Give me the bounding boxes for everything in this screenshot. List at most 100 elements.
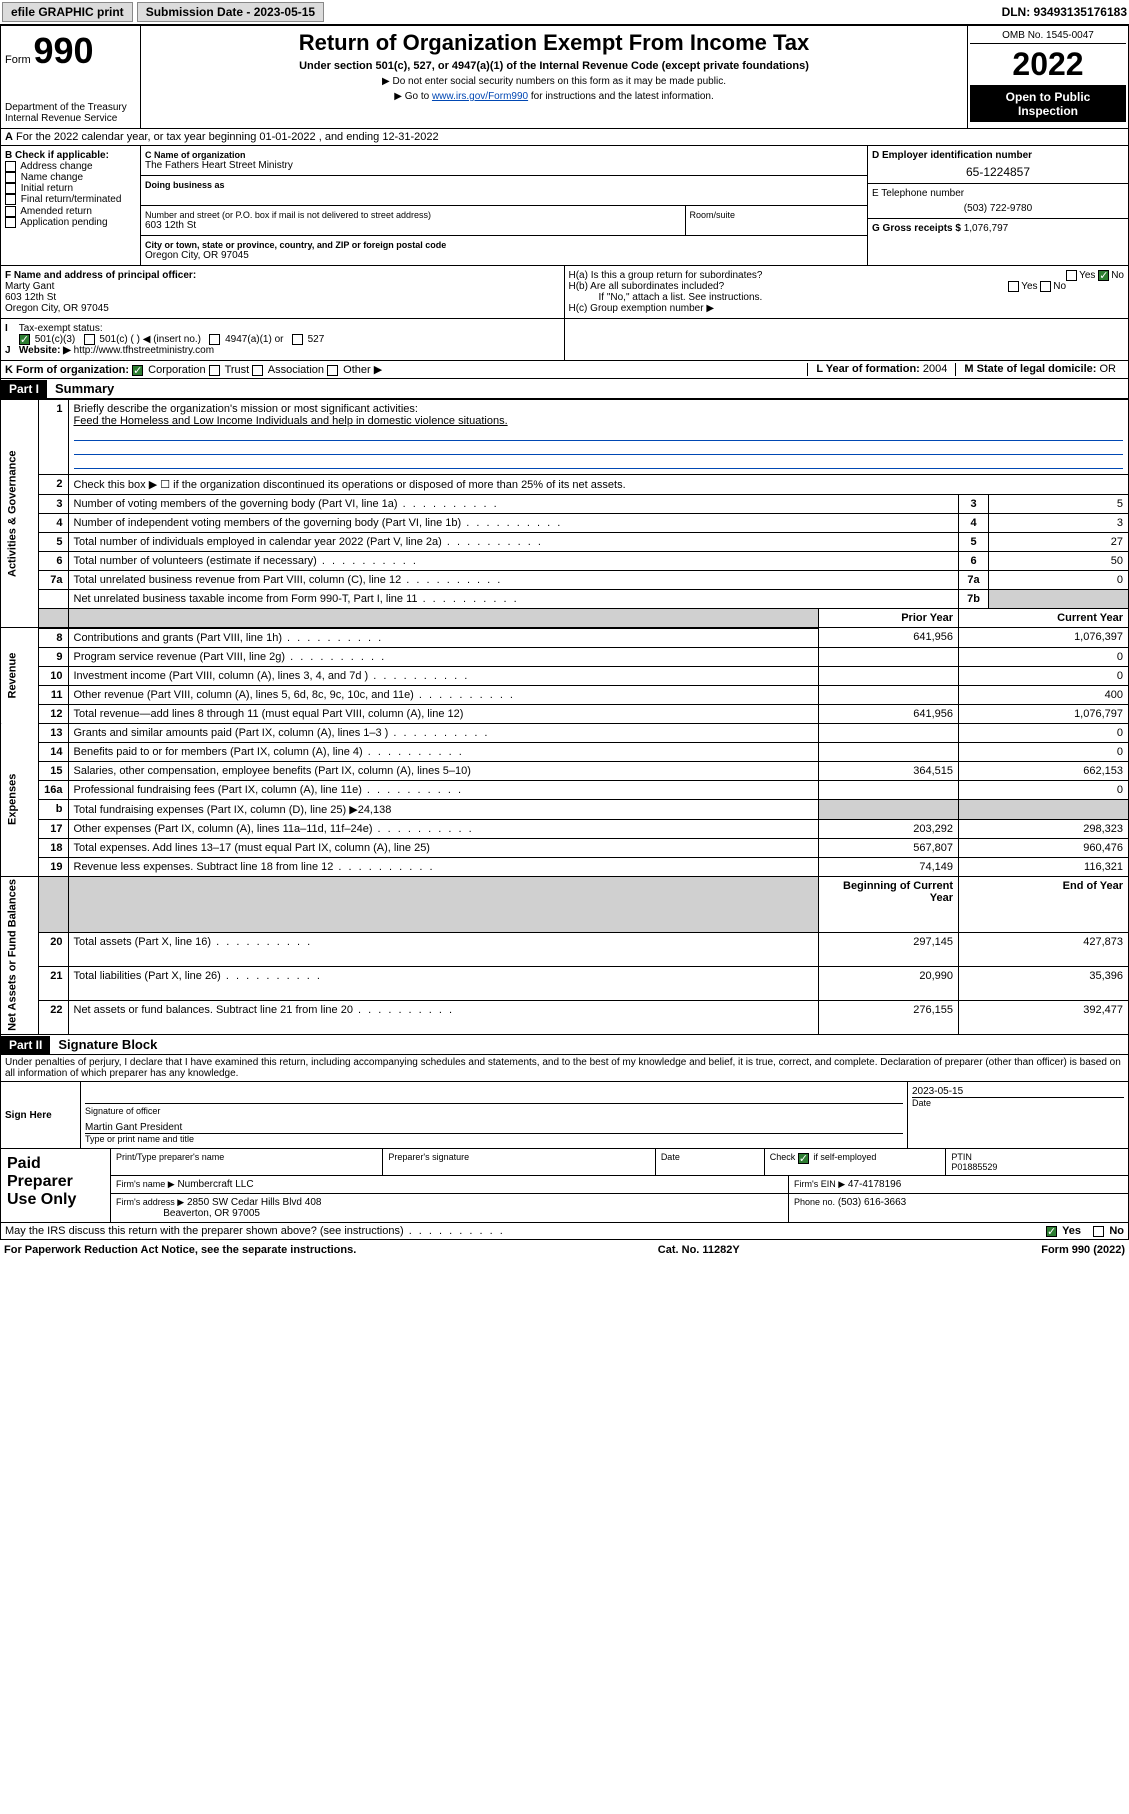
begin-year-header: Beginning of Current Year [819, 876, 959, 932]
net-row: Net assets or fund balances. Subtract li… [68, 1001, 819, 1035]
exp-row: Total expenses. Add lines 13–17 (must eq… [68, 838, 819, 857]
check-527[interactable] [292, 334, 303, 345]
may-irs-yes[interactable] [1046, 1226, 1057, 1237]
part2-label: Part II [1, 1036, 50, 1054]
paid-preparer-label: Paid Preparer Use Only [1, 1149, 111, 1222]
form-word: Form [5, 54, 31, 66]
part2-title: Signature Block [50, 1035, 165, 1054]
check-app-pending[interactable] [5, 217, 16, 228]
prep-sig-label: Preparer's signature [383, 1149, 655, 1175]
gov-row: Total unrelated business revenue from Pa… [68, 571, 959, 590]
website-value: http://www.tfhstreetministry.com [74, 345, 214, 356]
officer-name: Marty Gant [5, 281, 560, 292]
vtab-exp: Expenses [1, 723, 39, 876]
tax-year: 2022 [970, 44, 1126, 86]
tax-exempt-label: Tax-exempt status: [19, 323, 103, 334]
officer-name-title: Martin Gant President [85, 1122, 903, 1133]
gross-receipts-value: 1,076,797 [964, 223, 1009, 234]
end-year-header: End of Year [959, 876, 1129, 932]
state-domicile-label: M State of legal domicile: [964, 363, 1096, 375]
vtab-net: Net Assets or Fund Balances [1, 876, 39, 1035]
sig-date-value: 2023-05-15 [912, 1086, 1124, 1097]
check-address-change[interactable] [5, 161, 16, 172]
prior-year-header: Prior Year [819, 609, 959, 628]
rev-row: Total revenue—add lines 8 through 11 (mu… [68, 704, 819, 723]
rev-row: Investment income (Part VIII, column (A)… [68, 666, 819, 685]
check-501c[interactable] [84, 334, 95, 345]
firm-addr-value2: Beaverton, OR 97005 [163, 1208, 260, 1219]
form-org-label: K Form of organization: [5, 364, 129, 376]
room-label: Room/suite [690, 210, 864, 220]
rev-row: Program service revenue (Part VIII, line… [68, 647, 819, 666]
check-name-change[interactable] [5, 172, 16, 183]
firm-phone-value: (503) 616-3663 [838, 1197, 906, 1208]
ptin-value: P01885529 [951, 1162, 997, 1172]
top-toolbar: efile GRAPHIC print Submission Date - 20… [0, 0, 1129, 25]
box-deg: D Employer identification number 65-1224… [868, 146, 1128, 265]
type-name-label: Type or print name and title [85, 1133, 903, 1144]
hb-no[interactable] [1040, 281, 1051, 292]
firm-name-value: Numbercraft LLC [177, 1179, 253, 1190]
check-trust[interactable] [209, 365, 220, 376]
dln-label: DLN: 93493135176183 [1002, 5, 1127, 19]
may-irs-no[interactable] [1093, 1226, 1104, 1237]
submission-date-button[interactable]: Submission Date - 2023-05-15 [137, 2, 324, 22]
check-assoc[interactable] [252, 365, 263, 376]
ha-no[interactable] [1098, 270, 1109, 281]
box-b: B Check if applicable: Address change Na… [1, 146, 141, 265]
check-initial-return[interactable] [5, 183, 16, 194]
check-amended[interactable] [5, 206, 16, 217]
part1-title: Summary [47, 379, 122, 398]
check-corp[interactable] [132, 365, 143, 376]
city-value: Oregon City, OR 97045 [145, 250, 863, 261]
firm-ein-value: 47-4178196 [848, 1179, 901, 1190]
efile-button[interactable]: efile GRAPHIC print [2, 2, 133, 22]
ha-yes[interactable] [1066, 270, 1077, 281]
check-other[interactable] [327, 365, 338, 376]
check-501c3[interactable] [19, 334, 30, 345]
box-c: C Name of organization The Fathers Heart… [141, 146, 868, 265]
ein-value: 65-1224857 [872, 165, 1124, 179]
gov-row: Number of voting members of the governin… [68, 495, 959, 514]
irs-link[interactable]: www.irs.gov/Form990 [432, 91, 528, 102]
org-name-label: C Name of organization [145, 150, 863, 160]
current-year-header: Current Year [959, 609, 1129, 628]
gross-receipts-label: G Gross receipts $ [872, 223, 961, 234]
exp-row: Total fundraising expenses (Part IX, col… [68, 799, 819, 819]
check-4947[interactable] [209, 334, 220, 345]
officer-addr2: Oregon City, OR 97045 [5, 303, 560, 314]
ha-label: H(a) Is this a group return for subordin… [569, 270, 763, 281]
rev-row: Contributions and grants (Part VIII, lin… [68, 628, 819, 648]
addr-label: Number and street (or P.O. box if mail i… [145, 210, 681, 220]
addr-value: 603 12th St [145, 220, 681, 231]
hb-label: H(b) Are all subordinates included? [569, 281, 725, 292]
page-footer: For Paperwork Reduction Act Notice, see … [0, 1240, 1129, 1260]
form-note-1: ▶ Do not enter social security numbers o… [145, 76, 963, 87]
gov-row: Total number of individuals employed in … [68, 533, 959, 552]
exp-row: Other expenses (Part IX, column (A), lin… [68, 819, 819, 838]
vtab-rev: Revenue [1, 628, 39, 724]
goto-prefix: ▶ Go to [394, 91, 432, 102]
mission-value: Feed the Homeless and Low Income Individ… [74, 415, 508, 427]
row-i-j: I Tax-exempt status: 501(c)(3) 501(c) ( … [0, 319, 1129, 361]
hc-label: H(c) Group exemption number ▶ [569, 303, 1125, 314]
exp-row: Salaries, other compensation, employee b… [68, 761, 819, 780]
paid-preparer-block: Paid Preparer Use Only Print/Type prepar… [0, 1149, 1129, 1223]
vtab-gov: Activities & Governance [1, 400, 39, 628]
org-name-value: The Fathers Heart Street Ministry [145, 160, 863, 171]
sig-officer-label: Signature of officer [85, 1106, 903, 1116]
dba-label: Doing business as [145, 180, 863, 190]
hb-yes[interactable] [1008, 281, 1019, 292]
form-title: Return of Organization Exempt From Incom… [145, 30, 963, 56]
check-final-return[interactable] [5, 194, 16, 205]
form-number: 990 [33, 30, 93, 71]
officer-addr1: 603 12th St [5, 292, 560, 303]
box-h: H(a) Is this a group return for subordin… [565, 266, 1129, 318]
footer-left: For Paperwork Reduction Act Notice, see … [4, 1244, 356, 1256]
footer-mid: Cat. No. 11282Y [658, 1244, 740, 1256]
box-b-title: B Check if applicable: [5, 150, 136, 161]
check-self-employed[interactable] [798, 1153, 809, 1164]
net-row: Total assets (Part X, line 16) [68, 932, 819, 966]
city-label: City or town, state or province, country… [145, 240, 863, 250]
gov-row: Total number of volunteers (estimate if … [68, 552, 959, 571]
